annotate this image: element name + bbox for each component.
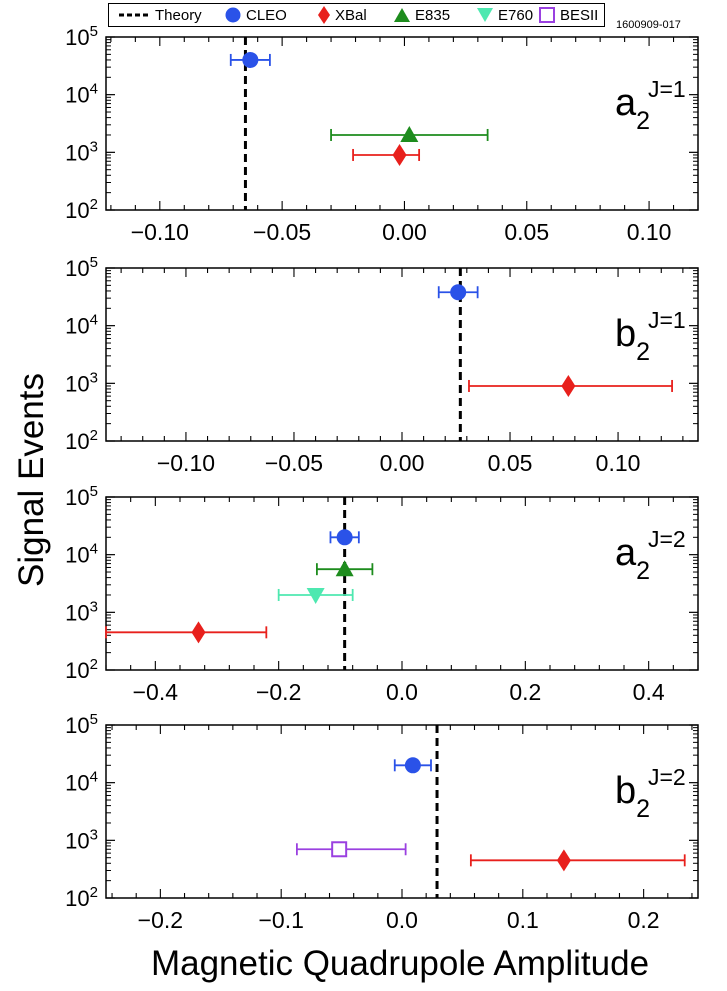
x-tick-label: 0.05: [504, 219, 549, 245]
x-tick-label: 0.10: [627, 219, 672, 245]
marker-cleo: [336, 529, 353, 546]
marker-xbal: [392, 143, 407, 166]
marker-cleo: [242, 51, 259, 68]
y-tick-label: 104: [65, 312, 98, 339]
y-tick-label: 105: [65, 483, 98, 510]
legend-label-e835: E835: [415, 6, 451, 24]
marker-xbal: [556, 849, 571, 872]
legend-label-xbal: XBal: [335, 6, 367, 24]
data-point-xbal: [105, 621, 268, 644]
data-point-besii: [295, 841, 407, 858]
y-axis-title-wrapper: Signal Events: [2, 230, 62, 730]
data-point-xbal: [468, 374, 673, 397]
panel-1: 102 103 104 105 −0.10 −0.05 0.00 0.05 0.10 a2J=1: [65, 23, 699, 245]
y-tick-label: 102: [65, 196, 98, 223]
x-tick-label: 0.0: [386, 907, 418, 933]
legend-item-theory: Theory: [117, 4, 202, 26]
x-tick-label: −0.2: [138, 907, 183, 933]
x-tick-label: 0.10: [596, 450, 641, 476]
legend-item-cleo: CLEO: [224, 4, 287, 26]
panel-label: a2J=2: [615, 526, 686, 585]
circle-icon: [225, 7, 241, 23]
legend-item-besii: BESII: [538, 4, 598, 26]
data-point-e835: [315, 560, 374, 577]
y-tick-label: 105: [65, 711, 98, 738]
panel-label: a2J=1: [615, 76, 686, 135]
x-tick-label: −0.05: [253, 219, 311, 245]
x-tick-label: 0.05: [488, 450, 533, 476]
y-tick-label: 104: [65, 81, 98, 108]
data-point-cleo: [329, 529, 360, 546]
figure-id: 1600909-017: [616, 19, 681, 31]
marker-xbal: [561, 374, 576, 397]
legend-label-besii: BESII: [560, 6, 599, 24]
dashed-line-icon: [119, 13, 149, 17]
x-tick-label: −0.2: [256, 679, 301, 705]
y-tick-label: 103: [65, 138, 98, 165]
plot-frame: [105, 724, 699, 899]
y-tick-label: 105: [65, 254, 98, 281]
data-point-cleo: [437, 284, 479, 301]
marker-e835: [400, 125, 419, 142]
y-tick-label: 103: [65, 369, 98, 396]
x-tick-label: 0.4: [633, 679, 665, 705]
y-tick-label: 104: [65, 541, 98, 568]
panel-2: 102 103 104 105 −0.10 −0.05 0.00 0.05 0.10 b2J=1: [65, 254, 699, 476]
plot-frame: [105, 267, 699, 442]
x-tick-label: −0.1: [258, 907, 303, 933]
x-axis-title: Magnetic Quadrupole Amplitude: [150, 944, 650, 983]
plot-frame: [105, 496, 699, 671]
y-axis-title: Signal Events: [12, 372, 51, 588]
triangle-down-icon: [477, 8, 493, 22]
panel-label: b2J=1: [615, 307, 686, 366]
x-tick-label: 0.1: [507, 907, 539, 933]
legend-item-xbal: XBal: [317, 4, 367, 26]
x-tick-label: 0.0: [386, 679, 418, 705]
x-tick-label: 0.00: [382, 219, 427, 245]
marker-xbal: [191, 621, 206, 644]
data-point-xbal: [352, 143, 421, 166]
panel-4: 102 103 104 105 −0.2 −0.1 0.0 0.1 0.2 b2J=2: [65, 711, 699, 933]
legend-item-e760: E760: [476, 4, 533, 26]
y-tick-label: 102: [65, 884, 98, 911]
y-tick-label: 104: [65, 769, 98, 796]
y-tick-label: 103: [65, 826, 98, 853]
y-tick-label: 102: [65, 656, 98, 683]
legend-item-e835: E835: [393, 4, 450, 26]
open-square-icon: [539, 7, 555, 23]
legend-label-theory: Theory: [155, 6, 202, 24]
panel-3: 102 103 104 105 −0.4 −0.2 0.0 0.2 0.4 a2J=2: [65, 483, 699, 705]
legend-label-cleo: CLEO: [246, 6, 287, 24]
y-tick-label: 103: [65, 598, 98, 625]
data-point-xbal: [469, 849, 686, 872]
data-point-cleo: [393, 757, 432, 774]
marker-besii: [331, 841, 348, 858]
x-tick-label: 0.00: [380, 450, 425, 476]
legend-label-e760: E760: [498, 6, 534, 24]
data-point-e760: [277, 587, 354, 604]
diamond-icon: [318, 6, 330, 24]
y-tick-label: 102: [65, 427, 98, 454]
plot-frame: [105, 36, 699, 211]
x-tick-label: 0.2: [509, 679, 541, 705]
x-tick-label: −0.05: [265, 450, 323, 476]
panel-label: b2J=2: [615, 764, 686, 823]
x-tick-label: −0.10: [131, 219, 189, 245]
data-point-e835: [330, 125, 489, 142]
marker-cleo: [450, 284, 467, 301]
x-tick-label: 0.2: [628, 907, 660, 933]
y-tick-label: 105: [65, 23, 98, 50]
data-point-cleo: [229, 51, 271, 68]
x-tick-label: −0.10: [157, 450, 215, 476]
triangle-up-icon: [394, 8, 410, 22]
marker-cleo: [404, 757, 421, 774]
legend: Theory CLEO XBal E835 E760 BESII: [108, 3, 605, 27]
marker-e760: [306, 587, 325, 604]
x-tick-label: −0.4: [133, 679, 179, 705]
marker-e835: [335, 560, 354, 577]
